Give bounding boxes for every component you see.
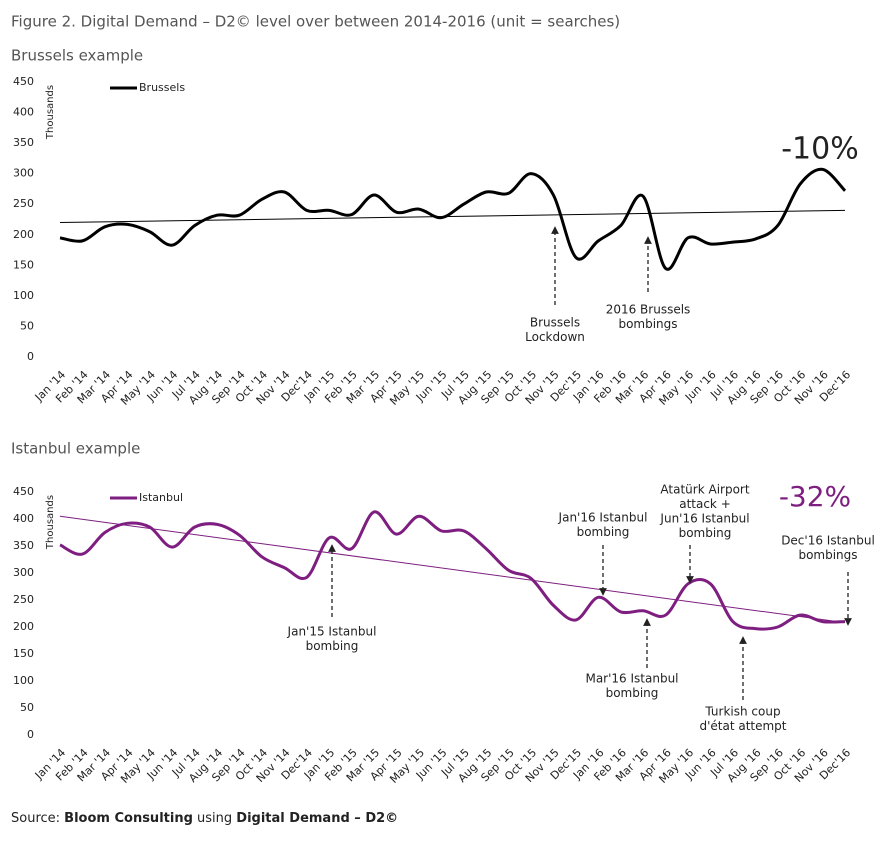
y-tick-label: 50 [20,319,34,332]
annotation: Dec'16 Istanbul [781,534,875,548]
annotation: d'état attempt [699,719,786,733]
annotation: Lockdown [525,330,585,344]
y-tick-label: 150 [13,647,34,660]
annotation: 2016 Brussels [606,303,691,317]
y-axis-label: Thousands [45,85,56,140]
y-tick-label: 100 [13,674,34,687]
source-org: Bloom Consulting [64,811,193,826]
y-tick-label: 250 [13,593,34,606]
annotation: Turkish coup [704,705,780,719]
y-tick-label: 300 [13,167,34,180]
source-prefix: Source: [11,811,60,826]
series-line [59,167,847,271]
annotation: Jan'15 Istanbul [287,625,377,639]
annotation: attack + [679,497,731,511]
figure-title: Figure 2. Digital Demand – D2© level ove… [11,13,620,31]
annotation: bombings [798,548,857,562]
chart-title: Istanbul example [11,440,140,458]
series-line [59,510,846,631]
annotation: Atatürk Airport [660,483,749,497]
annotation: bombing [577,525,630,539]
y-tick-label: 450 [13,75,34,88]
annotation: Jun'16 Istanbul [659,512,749,526]
y-tick-label: 100 [13,289,34,302]
y-tick-label: 450 [13,485,34,498]
annotation: -32% [779,480,851,513]
y-tick-label: 300 [13,566,34,579]
source-product: Digital Demand – D2© [236,811,398,826]
y-tick-label: 250 [13,197,34,210]
legend-label: Istanbul [139,491,183,504]
y-tick-label: 50 [20,701,34,714]
y-tick-label: 0 [27,728,34,741]
annotation: bombing [306,639,359,653]
annotation: Brussels [530,316,580,330]
annotation: bombing [679,526,732,540]
y-tick-label: 200 [13,228,34,241]
annotation: Mar'16 Istanbul [585,672,678,686]
trend-line [59,515,846,624]
source: Source: Bloom Consulting using Digital D… [11,811,398,826]
y-axis-label: Thousands [45,495,56,550]
trend-line [59,209,846,224]
y-tick-label: 400 [13,512,34,525]
y-tick-label: 350 [13,136,34,149]
y-tick-label: 0 [27,350,34,363]
legend-label: Brussels [139,81,185,94]
y-tick-label: 400 [13,106,34,119]
y-tick-label: 200 [13,620,34,633]
annotation: Jan'16 Istanbul [558,511,648,525]
y-tick-label: 150 [13,258,34,271]
y-tick-label: 350 [13,539,34,552]
chart-title: Brussels example [11,47,143,65]
source-middle: using [197,811,232,826]
annotation: bombing [606,686,659,700]
annotation: bombings [618,317,677,331]
annotation: -10% [781,132,859,167]
